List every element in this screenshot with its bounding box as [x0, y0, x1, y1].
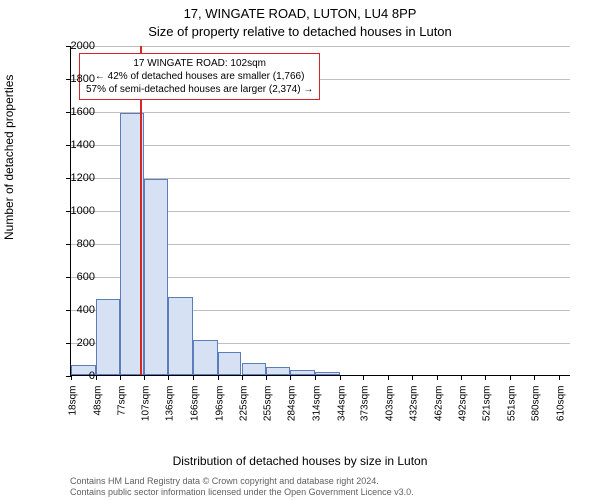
- x-tick-mark: [96, 375, 97, 380]
- x-tick-label: 344sqm: [336, 386, 347, 446]
- footer-line: Contains public sector information licen…: [70, 487, 414, 498]
- x-tick-label: 521sqm: [482, 386, 493, 446]
- x-tick-mark: [290, 375, 291, 380]
- footer-attribution: Contains HM Land Registry data © Crown c…: [70, 476, 414, 498]
- x-tick-mark: [315, 375, 316, 380]
- x-tick-label: 107sqm: [141, 386, 152, 446]
- y-tick-label: 1800: [55, 73, 95, 85]
- x-tick-mark: [510, 375, 511, 380]
- y-axis-label: Number of detached properties: [2, 75, 16, 240]
- y-tick-label: 1000: [55, 205, 95, 217]
- y-tick-label: 400: [55, 304, 95, 316]
- x-axis-label: Distribution of detached houses by size …: [0, 454, 600, 468]
- x-tick-mark: [168, 375, 169, 380]
- gridline: [71, 46, 570, 47]
- histogram-bar: [168, 297, 193, 375]
- x-tick-mark: [437, 375, 438, 380]
- annotation-line: 57% of semi-detached houses are larger (…: [86, 83, 313, 96]
- x-tick-mark: [461, 375, 462, 380]
- y-tick-label: 1600: [55, 106, 95, 118]
- x-tick-label: 432sqm: [409, 386, 420, 446]
- histogram-bar: [144, 179, 168, 375]
- x-tick-label: 18sqm: [68, 386, 79, 446]
- y-tick-label: 800: [55, 238, 95, 250]
- x-tick-mark: [340, 375, 341, 380]
- y-tick-label: 600: [55, 271, 95, 283]
- x-tick-mark: [242, 375, 243, 380]
- x-tick-label: 551sqm: [507, 386, 518, 446]
- histogram-bar: [96, 299, 120, 375]
- gridline: [71, 112, 570, 113]
- y-tick-label: 2000: [55, 40, 95, 52]
- x-tick-mark: [193, 375, 194, 380]
- x-tick-mark: [534, 375, 535, 380]
- x-tick-label: 403sqm: [385, 386, 396, 446]
- y-tick-label: 200: [55, 337, 95, 349]
- x-tick-label: 136sqm: [165, 386, 176, 446]
- x-tick-mark: [412, 375, 413, 380]
- x-tick-mark: [218, 375, 219, 380]
- x-tick-mark: [120, 375, 121, 380]
- x-tick-label: 196sqm: [214, 386, 225, 446]
- x-tick-label: 284sqm: [287, 386, 298, 446]
- histogram-bar: [193, 340, 218, 375]
- x-tick-label: 48sqm: [92, 386, 103, 446]
- x-tick-mark: [388, 375, 389, 380]
- x-tick-label: 314sqm: [311, 386, 322, 446]
- x-tick-label: 580sqm: [530, 386, 541, 446]
- y-tick-label: 1400: [55, 139, 95, 151]
- x-tick-label: 373sqm: [360, 386, 371, 446]
- histogram-bar: [218, 352, 242, 375]
- gridline: [71, 145, 570, 146]
- histogram-bar: [315, 372, 340, 375]
- chart-subtitle: Size of property relative to detached ho…: [0, 24, 600, 39]
- annotation-line: 17 WINGATE ROAD: 102sqm: [86, 57, 313, 70]
- histogram-bar: [266, 367, 290, 375]
- x-tick-label: 255sqm: [263, 386, 274, 446]
- x-tick-label: 492sqm: [458, 386, 469, 446]
- y-tick-label: 0: [55, 370, 95, 382]
- annotation-box: 17 WINGATE ROAD: 102sqm← 42% of detached…: [79, 53, 320, 100]
- histogram-bar: [242, 363, 267, 375]
- histogram-bar: [290, 370, 315, 375]
- chart-title: 17, WINGATE ROAD, LUTON, LU4 8PP: [0, 6, 600, 21]
- x-tick-mark: [363, 375, 364, 380]
- x-tick-mark: [266, 375, 267, 380]
- x-tick-label: 77sqm: [116, 386, 127, 446]
- footer-line: Contains HM Land Registry data © Crown c…: [70, 476, 414, 487]
- x-tick-mark: [144, 375, 145, 380]
- x-tick-mark: [559, 375, 560, 380]
- x-tick-label: 610sqm: [555, 386, 566, 446]
- plot-area: 17 WINGATE ROAD: 102sqm← 42% of detached…: [70, 46, 570, 376]
- chart-container: 17, WINGATE ROAD, LUTON, LU4 8PP Size of…: [0, 0, 600, 500]
- x-tick-label: 462sqm: [433, 386, 444, 446]
- y-tick-label: 1200: [55, 172, 95, 184]
- annotation-line: ← 42% of detached houses are smaller (1,…: [86, 70, 313, 83]
- x-tick-label: 225sqm: [238, 386, 249, 446]
- x-tick-mark: [485, 375, 486, 380]
- x-tick-label: 166sqm: [189, 386, 200, 446]
